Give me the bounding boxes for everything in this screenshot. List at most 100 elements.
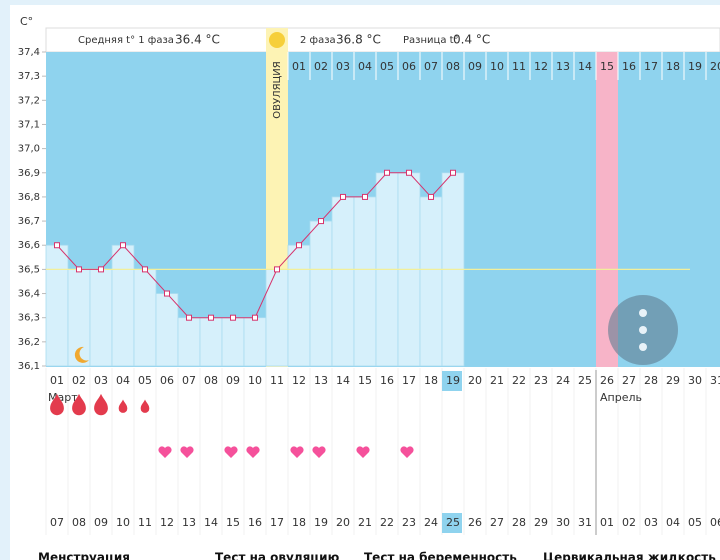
- temperature-bar: [45, 244, 69, 367]
- temperature-bar: [221, 317, 245, 367]
- date-label: 05: [688, 516, 702, 529]
- temperature-point: [120, 242, 126, 249]
- phase2-day-label: 05: [380, 60, 394, 73]
- phase2-day-label: 14: [578, 60, 592, 73]
- temperature-point: [98, 266, 104, 273]
- menstruation-drop: [72, 393, 86, 416]
- menu-dot: [639, 343, 647, 351]
- temperature-point: [76, 266, 82, 273]
- date-label: 04: [666, 516, 680, 529]
- temperature-bar: [155, 293, 179, 367]
- date-label: 21: [358, 516, 372, 529]
- date-label: 23: [402, 516, 416, 529]
- temperature-point: [208, 314, 214, 321]
- y-tick-label: 37,4: [18, 47, 40, 58]
- cycle-day-label: 12: [292, 374, 306, 387]
- cycle-day-label: 30: [688, 374, 702, 387]
- cycle-day-label: 06: [160, 374, 174, 387]
- phase2-day-label: 01: [292, 60, 306, 73]
- cycle-day-label: 20: [468, 374, 482, 387]
- date-label: 26: [468, 516, 482, 529]
- cycle-day-label: 09: [226, 374, 240, 387]
- phase2-day-label: 08: [446, 60, 460, 73]
- phase2-day-label: 19: [688, 60, 702, 73]
- date-label: 13: [182, 516, 196, 529]
- cycle-day-label: 02: [72, 374, 86, 387]
- date-label: 16: [248, 516, 262, 529]
- temperature-point: [384, 169, 390, 176]
- cycle-day-label: 16: [380, 374, 394, 387]
- date-label: 12: [160, 516, 174, 529]
- date-label: 17: [270, 516, 284, 529]
- heart-icon: [180, 446, 194, 458]
- cycle-day-label: 25: [578, 374, 592, 387]
- date-label: 07: [50, 516, 64, 529]
- cycle-day-label: 28: [644, 374, 658, 387]
- temperature-bar: [243, 317, 267, 367]
- phase2-day-label: 16: [622, 60, 636, 73]
- temperature-point: [252, 314, 258, 321]
- phase2-value: 36.8 °C: [336, 33, 381, 47]
- phase2-day-label: 18: [666, 60, 680, 73]
- legend-label: Тест на беременность: [364, 551, 517, 560]
- y-tick-label: 36,5: [18, 264, 40, 275]
- date-label: 18: [292, 516, 306, 529]
- date-label: 30: [556, 516, 570, 529]
- cycle-day-label: 07: [182, 374, 196, 387]
- heart-icon: [312, 446, 326, 458]
- temperature-bar: [287, 244, 311, 367]
- heart-icon: [400, 446, 414, 458]
- date-label: 09: [94, 516, 108, 529]
- heart-icon: [356, 446, 370, 458]
- moon-icon: [74, 346, 89, 363]
- date-label: 06: [710, 516, 720, 529]
- y-tick-label: 36,1: [18, 361, 40, 372]
- date-label: 20: [336, 516, 350, 529]
- temperature-point: [230, 314, 236, 321]
- temperature-point: [340, 193, 346, 200]
- temperature-point: [164, 290, 170, 297]
- y-tick-label: 37,3: [18, 71, 40, 82]
- temperature-bar: [89, 268, 113, 367]
- cycle-day-label: 15: [358, 374, 372, 387]
- temperature-point: [318, 218, 324, 225]
- selected-date-box: [442, 513, 462, 533]
- highlight-column: [596, 52, 618, 367]
- temperature-bar: [353, 196, 377, 367]
- temperature-point: [186, 314, 192, 321]
- cycle-day-label: 10: [248, 374, 262, 387]
- phase2-day-label: 13: [556, 60, 570, 73]
- date-label: 22: [380, 516, 394, 529]
- phase2-day-label: 17: [644, 60, 658, 73]
- date-label: 11: [138, 516, 152, 529]
- legend-label: Тест на овуляцию: [215, 551, 340, 560]
- phase2-day-label: 07: [424, 60, 438, 73]
- cycle-day-label: 01: [50, 374, 64, 387]
- temperature-point: [274, 266, 280, 273]
- date-label: 28: [512, 516, 526, 529]
- cycle-day-label: 11: [270, 374, 284, 387]
- date-label: 03: [644, 516, 658, 529]
- phase1-value: 36.4 °C: [175, 33, 220, 47]
- cycle-day-label: 05: [138, 374, 152, 387]
- date-label: 25: [446, 516, 460, 529]
- menstruation-drop: [140, 399, 150, 413]
- cycle-day-label: 22: [512, 374, 526, 387]
- temperature-point: [450, 169, 456, 176]
- legend-label: Менструация: [38, 551, 130, 560]
- y-tick-label: 36,7: [18, 216, 40, 227]
- temperature-bar: [309, 220, 333, 367]
- temperature-point: [142, 266, 148, 273]
- axis-unit: C°: [20, 15, 33, 28]
- temperature-bar: [177, 317, 201, 367]
- phase2-day-label: 20: [710, 60, 720, 73]
- y-tick-label: 37,1: [18, 119, 40, 130]
- date-label: 15: [226, 516, 240, 529]
- temperature-bar: [133, 268, 157, 367]
- phase2-day-label: 04: [358, 60, 372, 73]
- menstruation-drop: [94, 393, 108, 416]
- date-label: 29: [534, 516, 548, 529]
- legend-label: Цервикальная жидкость: [543, 551, 716, 560]
